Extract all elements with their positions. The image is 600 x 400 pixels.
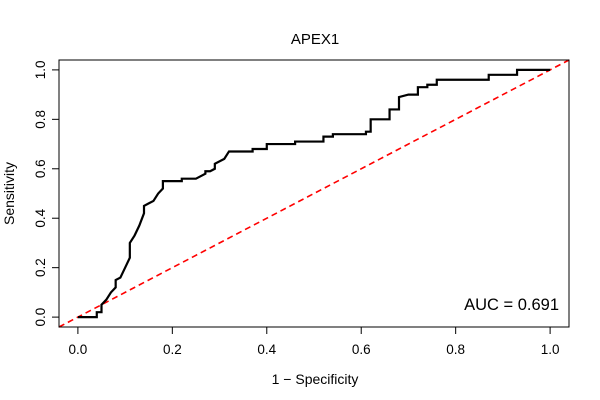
chart-title: APEX1 [291, 31, 339, 48]
x-tick-label: 0.0 [68, 342, 87, 357]
x-tick-label: 0.6 [352, 342, 371, 357]
x-axis-label: 1 − Specificity [272, 371, 359, 387]
y-tick-label: 0.0 [33, 308, 48, 327]
y-axis-label: Sensitivity [1, 162, 17, 225]
roc-curve-line [77, 68, 551, 319]
x-tick-label: 0.4 [257, 342, 276, 357]
y-tick-label: 1.0 [33, 60, 48, 79]
x-tick-label: 0.8 [446, 342, 465, 357]
y-tick-label: 0.8 [33, 110, 48, 129]
auc-annotation: AUC = 0.691 [464, 296, 559, 314]
x-axis: 0.0 0.2 0.4 0.6 0.8 1.0 [68, 326, 560, 357]
y-axis: 0.0 0.2 0.4 0.6 0.8 1.0 [33, 60, 60, 327]
y-tick-label: 0.2 [33, 258, 48, 277]
plot-area [58, 59, 570, 328]
reference-diagonal-line [58, 59, 570, 328]
x-tick-label: 0.2 [163, 342, 182, 357]
x-tick-label: 1.0 [541, 342, 560, 357]
y-tick-label: 0.6 [33, 159, 48, 178]
y-tick-label: 0.4 [33, 208, 48, 227]
